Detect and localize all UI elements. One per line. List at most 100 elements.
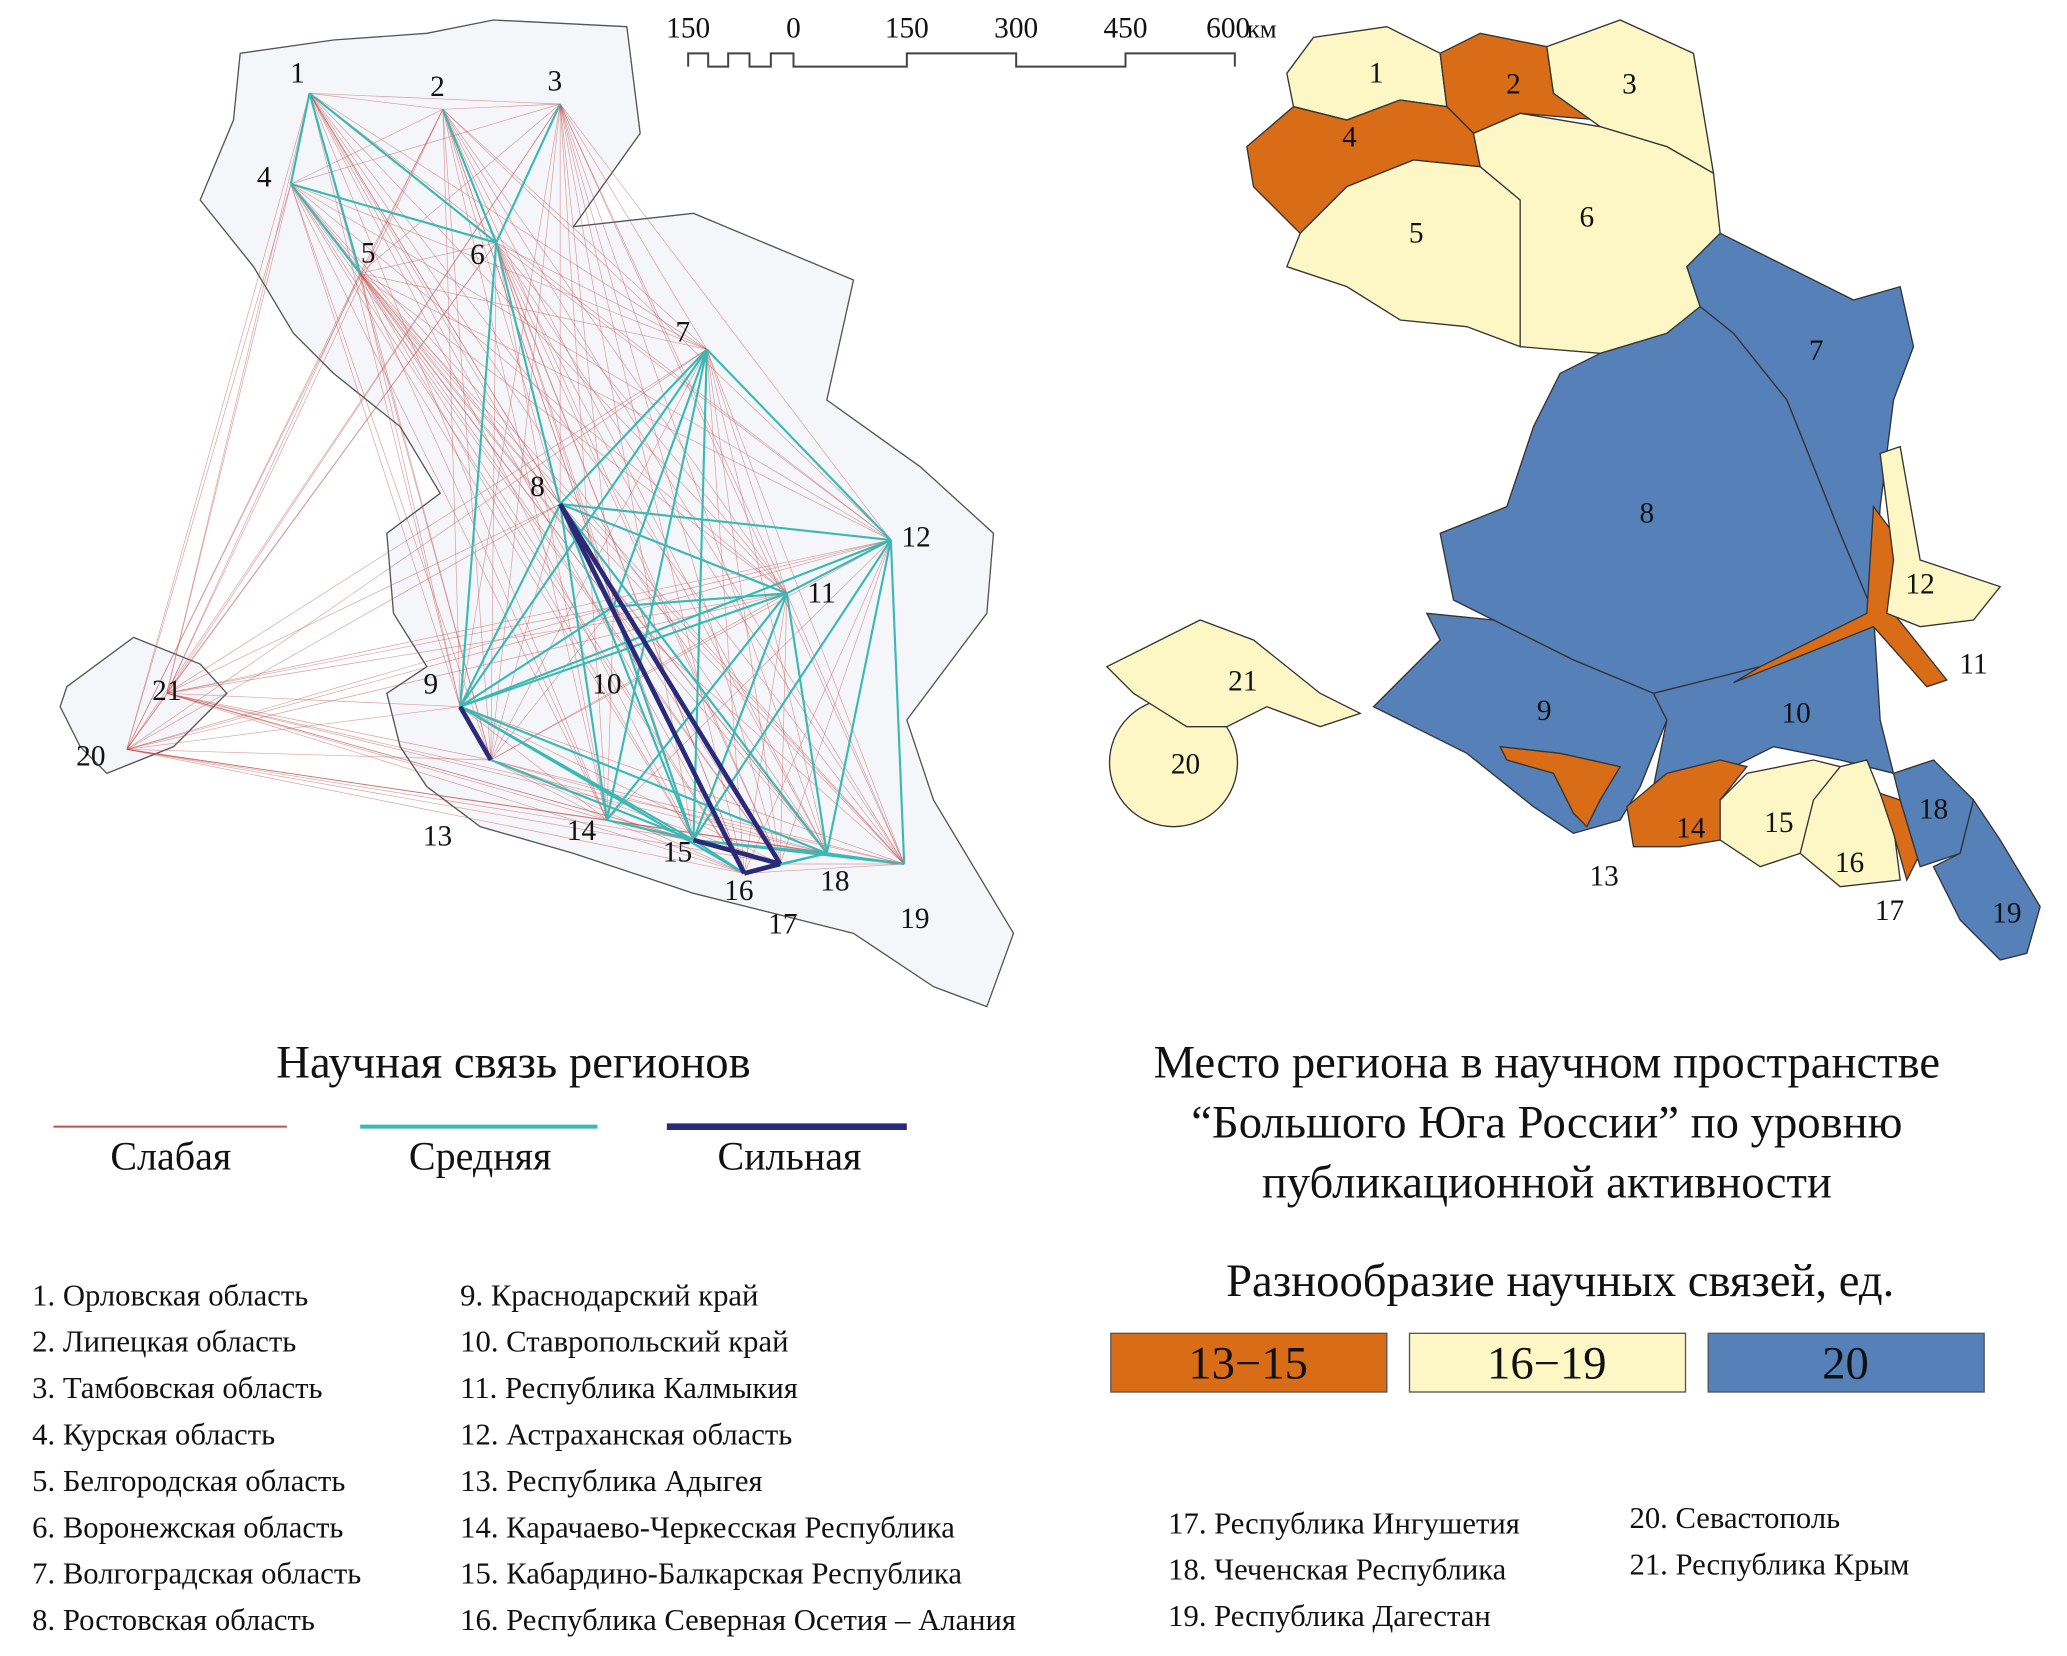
region-list-item: 7. Волгоградская область (32, 1557, 361, 1591)
link-weak (359, 273, 608, 821)
link-weak (496, 242, 707, 350)
link-weak (166, 693, 491, 761)
link-weak (706, 349, 905, 865)
choropleth-map (1105, 19, 2041, 961)
link-weak (442, 109, 608, 821)
link-weak (490, 539, 891, 761)
link-weak (290, 183, 461, 707)
region-number-label: 10 (592, 668, 621, 700)
link-weak (495, 242, 892, 541)
link-weak (495, 242, 745, 874)
link-medium (459, 705, 745, 875)
region-list-item: 21. Республика Крым (1630, 1547, 1910, 1581)
region-number-label: 21 (152, 675, 181, 707)
link-weak (126, 103, 561, 750)
link-weak (495, 242, 781, 865)
link-weak (290, 183, 905, 865)
link-weak (490, 759, 745, 874)
link-weak (309, 93, 788, 594)
region-17 (1879, 792, 1921, 882)
link-weak (786, 593, 905, 865)
region-list-item: 1. Орловская область (32, 1278, 308, 1312)
link-medium (825, 539, 892, 854)
link-medium (613, 592, 787, 608)
link-medium (785, 593, 828, 854)
legend-strong-label: Сильная (718, 1133, 862, 1178)
region-number-label: 4 (257, 162, 272, 194)
scale-tick: 0 (786, 12, 801, 44)
link-weak (290, 183, 892, 541)
link-weak (559, 103, 614, 607)
link-weak (490, 242, 497, 761)
link-weak (290, 183, 608, 821)
link-weak (126, 749, 781, 865)
link-weak (559, 103, 694, 841)
region-list-item: 16. Республика Северная Осетия – Алания (460, 1603, 1016, 1637)
link-weak (126, 693, 168, 750)
link-weak (743, 593, 788, 874)
link-weak (360, 273, 891, 541)
link-weak (559, 103, 745, 874)
link-medium (559, 503, 608, 821)
link-medium (612, 348, 708, 608)
region-number-label: 19 (900, 903, 929, 935)
link-strong (558, 502, 783, 866)
region-number-label: 8 (530, 471, 545, 503)
scale-unit: км (1247, 13, 1277, 43)
links-legend: Слабая Средняя Сильная (53, 1123, 907, 1178)
link-medium (559, 503, 695, 841)
region-list-item: 6. Воронежская область (32, 1510, 343, 1544)
link-weak (559, 503, 905, 865)
link-medium (495, 242, 562, 505)
link-weak (490, 759, 607, 821)
link-weak (613, 539, 891, 607)
link-weak (309, 93, 745, 874)
link-weak (359, 273, 561, 505)
link-weak (490, 593, 787, 761)
link-weak (495, 242, 614, 607)
link-medium (605, 592, 788, 821)
link-weak (126, 706, 461, 750)
choropleth-legend: 13−15 16−19 20 (1110, 1332, 1985, 1393)
link-weak (309, 93, 561, 105)
link-medium (308, 92, 497, 244)
link-weak (359, 273, 492, 761)
link-weak (459, 103, 561, 707)
region-21 (1105, 619, 1362, 728)
link-weak (166, 183, 292, 694)
link-medium (559, 503, 828, 854)
region-list-item: 4. Курская область (32, 1418, 275, 1452)
link-weak (166, 349, 708, 694)
link-weak (166, 93, 310, 694)
link-strong (692, 837, 781, 867)
region-number-label: 4 (1342, 122, 1357, 154)
scale-bar: 150 0 150 300 450 600 км (666, 12, 1277, 68)
region-list-item: 18. Чеченская Республика (1168, 1553, 1507, 1587)
link-medium (290, 182, 497, 244)
region-list-item: 19. Республика Дагестан (1168, 1599, 1491, 1633)
link-weak (706, 349, 788, 594)
region-19 (1932, 798, 2041, 961)
region-number-label: 9 (423, 668, 438, 700)
legend-medium-label: Средняя (409, 1133, 551, 1178)
link-weak (706, 349, 745, 874)
link-weak (166, 103, 561, 694)
link-weak (166, 693, 745, 874)
region-number-label: 2 (430, 71, 445, 103)
link-weak (606, 819, 745, 874)
link-medium (605, 349, 708, 821)
link-medium (692, 839, 745, 875)
legend-swatch-13-15 (1110, 1332, 1388, 1393)
link-medium (559, 348, 708, 505)
region-number-label: 1 (290, 58, 305, 90)
link-weak (779, 593, 788, 865)
link-weak (495, 242, 905, 865)
link-weak (126, 749, 745, 874)
link-weak (126, 503, 561, 750)
link-weak (442, 109, 461, 707)
region-number-label: 16 (724, 875, 753, 907)
link-strong (558, 502, 747, 875)
